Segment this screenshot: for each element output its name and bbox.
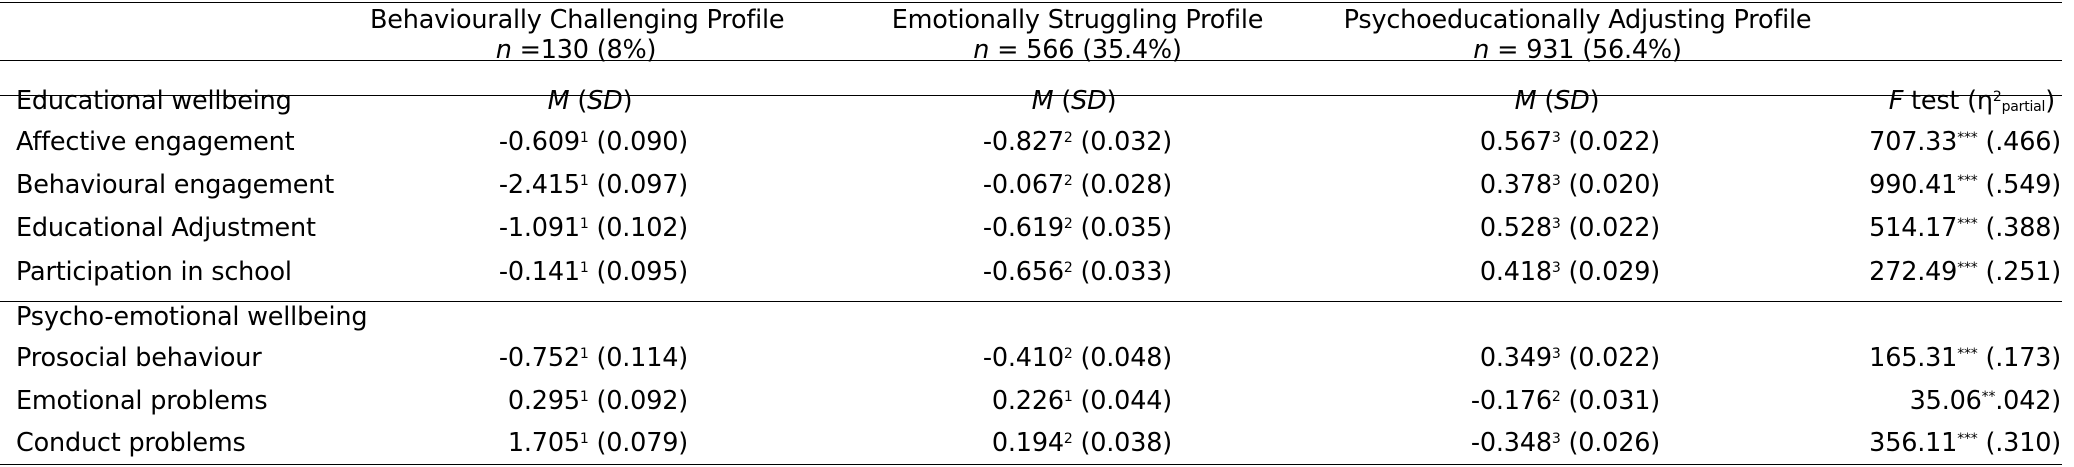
profile-header-2: Emotionally Struggling Profile n = 566 (… (880, 5, 1275, 65)
f-test-value: 272.49*** (.251) (1869, 257, 2061, 287)
mean-profile-3: 0.5673 (0.022) (1479, 127, 1660, 157)
msd-header-1: M (SD) (547, 86, 633, 116)
f-test-value: 35.06**.042) (1909, 386, 2062, 416)
mean-profile-2: -0.4102 (0.048) (982, 343, 1172, 373)
msd-header-3: M (SD) (1514, 86, 1600, 116)
mean-profile-2: -0.6192 (0.035) (982, 213, 1172, 243)
f-test-value: 165.31*** (.173) (1869, 343, 2061, 373)
row-label: Educational Adjustment (16, 213, 316, 243)
section-title-psycho-emotional: Psycho-emotional wellbeing (16, 302, 368, 332)
mean-profile-3: -0.1762 (0.031) (1470, 386, 1660, 416)
section-title-educational: Educational wellbeing (16, 86, 292, 116)
row-label: Participation in school (16, 257, 292, 287)
mean-profile-1: -2.4151 (0.097) (498, 170, 688, 200)
mean-profile-1: -1.0911 (0.102) (498, 213, 688, 243)
mean-profile-3: 0.4183 (0.029) (1479, 257, 1660, 287)
bottom-rule (0, 464, 2062, 465)
profile-name: Behaviourally Challenging Profile (370, 5, 785, 35)
subheader-rule (0, 95, 2062, 96)
mean-profile-1: -0.6091 (0.090) (498, 127, 688, 157)
row-label: Behavioural engagement (16, 170, 335, 200)
f-test-header: F test (η2partial) (1888, 86, 2056, 116)
profile-name: Emotionally Struggling Profile (891, 5, 1264, 35)
profile-n: n = 931 (56.4%) (1473, 35, 1682, 65)
profile-n: n = 566 (35.4%) (973, 35, 1182, 65)
top-rule (0, 2, 2062, 3)
row-label: Emotional problems (16, 386, 268, 416)
row-label: Conduct problems (16, 428, 246, 458)
profile-n: n =130 (8%) (495, 35, 657, 65)
mean-profile-3: 0.3783 (0.020) (1479, 170, 1660, 200)
mean-profile-2: -0.8272 (0.032) (982, 127, 1172, 157)
section-rule (0, 301, 2062, 302)
mean-profile-3: 0.3493 (0.022) (1479, 343, 1660, 373)
mean-profile-1: -0.7521 (0.114) (498, 343, 688, 373)
f-test-value: 990.41*** (.549) (1869, 170, 2061, 200)
mean-profile-1: -0.1411 (0.095) (498, 257, 688, 287)
profile-header-1: Behaviourally Challenging Profile n =130… (370, 5, 785, 65)
mean-profile-3: 0.5283 (0.022) (1479, 213, 1660, 243)
f-test-value: 514.17*** (.388) (1869, 213, 2061, 243)
mean-profile-2: -0.0672 (0.028) (982, 170, 1172, 200)
row-label: Prosocial behaviour (16, 343, 262, 373)
f-test-value: 356.11*** (.310) (1869, 428, 2061, 458)
mean-profile-2: -0.6562 (0.033) (982, 257, 1172, 287)
mean-profile-2: 0.2261 (0.044) (991, 386, 1172, 416)
mean-profile-1: 1.7051 (0.079) (507, 428, 688, 458)
row-label: Affective engagement (16, 127, 295, 157)
mean-profile-1: 0.2951 (0.092) (507, 386, 688, 416)
mean-profile-3: -0.3483 (0.026) (1470, 428, 1660, 458)
profile-header-3: Psychoeducationally Adjusting Profile n … (1330, 5, 1825, 65)
msd-header-2: M (SD) (1031, 86, 1117, 116)
profile-name: Psychoeducationally Adjusting Profile (1343, 5, 1812, 35)
mean-profile-2: 0.1942 (0.038) (991, 428, 1172, 458)
f-test-value: 707.33*** (.466) (1869, 127, 2061, 157)
header-rule (0, 60, 2062, 61)
